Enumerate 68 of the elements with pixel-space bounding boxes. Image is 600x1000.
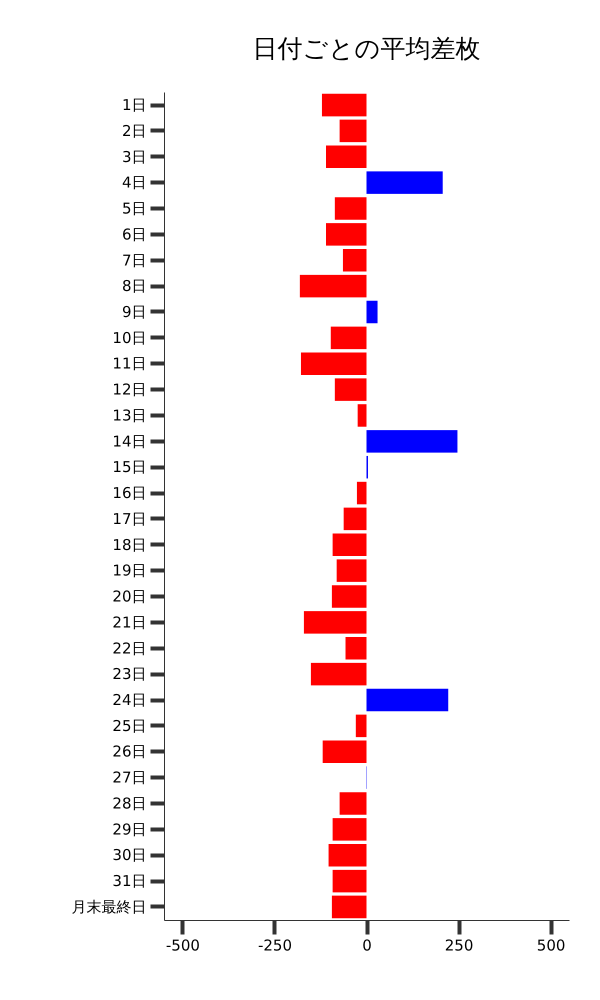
bar [330, 326, 366, 350]
y-tick-label: 1日 [122, 96, 146, 114]
y-tick-label: 25日 [112, 716, 146, 735]
bar [340, 792, 366, 815]
bar [342, 249, 366, 272]
y-tick-label: 15日 [112, 458, 146, 476]
bar [310, 662, 366, 686]
bar [340, 120, 366, 142]
bar [366, 171, 443, 194]
bar [366, 430, 458, 453]
y-tick-label: 27日 [112, 768, 146, 787]
bar [322, 740, 366, 763]
y-tick-label: 28日 [112, 794, 146, 812]
y-tick-label: 3日 [122, 148, 146, 166]
chart-title: 日付ごとの平均差枚 [252, 34, 480, 63]
y-tick-label: 13日 [112, 406, 146, 424]
y-tick-label: 29日 [112, 820, 146, 838]
bar [336, 559, 366, 582]
bar [300, 274, 366, 298]
bar [326, 146, 366, 168]
y-tick-label: 9日 [122, 303, 146, 321]
y-tick-label: 8日 [122, 277, 146, 296]
bar [326, 223, 366, 246]
bar [332, 870, 366, 892]
y-tick-label: 19日 [112, 562, 146, 580]
y-tick-label: 24日 [112, 691, 146, 709]
y-tick-label: 2日 [122, 122, 146, 140]
y-tick-label: 4日 [122, 174, 146, 192]
bar [358, 404, 366, 427]
bar [332, 534, 366, 556]
y-tick-label: 10日 [112, 328, 146, 347]
y-tick-label: 26日 [112, 742, 146, 761]
bar [334, 378, 366, 401]
bar [356, 714, 366, 738]
y-tick-label: 12日 [112, 380, 146, 399]
bar [304, 611, 366, 634]
bar [322, 94, 366, 116]
bar [346, 637, 366, 660]
x-tick-label: 0 [362, 936, 372, 954]
bar [300, 352, 366, 375]
y-tick-label: 30日 [112, 846, 146, 864]
y-tick-label: 5日 [122, 200, 146, 218]
x-tick-label: -250 [258, 936, 292, 954]
y-tick-label: 31日 [112, 872, 146, 890]
bar [332, 585, 366, 608]
bar [366, 688, 448, 712]
bar [344, 508, 366, 530]
y-tick-label: 21日 [112, 613, 146, 632]
y-tick-label: 17日 [112, 510, 146, 528]
x-tick-label: 500 [536, 936, 566, 954]
bar [334, 197, 366, 220]
y-tick-label: 月末最終日 [72, 898, 146, 916]
bar [366, 300, 378, 324]
y-tick-label: 6日 [122, 225, 146, 244]
y-tick-label: 16日 [112, 484, 146, 502]
y-tick-label: 11日 [112, 354, 146, 373]
bar [356, 482, 366, 504]
x-tick-label: -500 [166, 936, 200, 954]
y-tick-label: 22日 [112, 639, 146, 658]
bar [332, 818, 366, 841]
y-tick-label: 7日 [122, 251, 146, 270]
y-tick-label: 20日 [112, 588, 146, 606]
y-tick-label: 23日 [112, 665, 146, 684]
y-tick-label: 18日 [112, 536, 146, 554]
bar [328, 844, 366, 866]
y-tick-label: 14日 [112, 432, 146, 450]
bar [332, 896, 366, 918]
x-tick-label: 250 [444, 936, 474, 954]
